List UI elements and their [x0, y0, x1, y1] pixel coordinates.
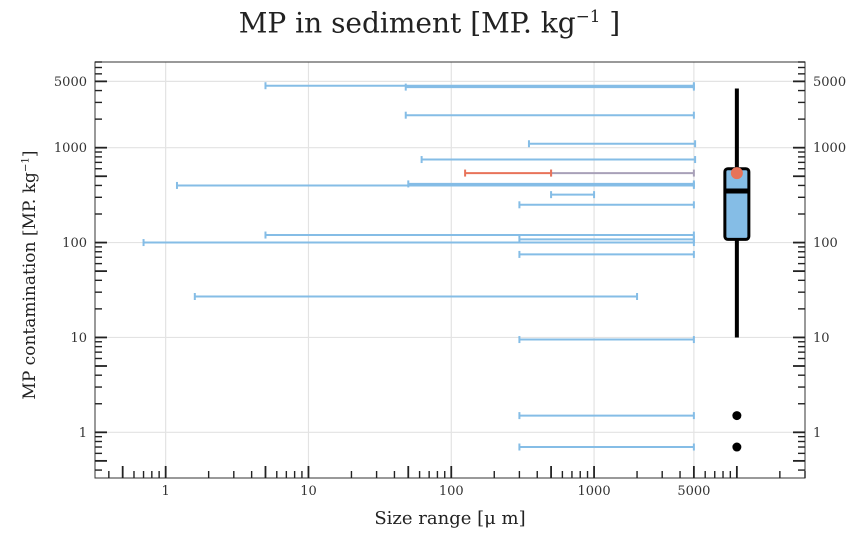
x-axis-label: Size range [μ m]	[374, 508, 526, 529]
y-tick-label-right: 1000	[813, 141, 846, 156]
y-tick-label-right: 1	[813, 426, 821, 441]
highlight-point	[730, 167, 743, 180]
x-tick-label: 100	[439, 484, 464, 499]
x-tick-label: 1000	[578, 484, 611, 499]
y-tick-label-right: 10	[813, 331, 830, 346]
y-tick-label-left: 1	[79, 426, 87, 441]
boxplot-outlier	[732, 442, 742, 452]
boxplot-outlier	[732, 411, 742, 421]
y-tick-label-right: 100	[813, 236, 838, 251]
y-tick-label-left: 5000	[54, 75, 87, 90]
x-tick-label: 1	[162, 484, 170, 499]
x-tick-label: 10	[300, 484, 317, 499]
y-tick-label-right: 5000	[813, 75, 846, 90]
x-tick-label: 5000	[677, 484, 710, 499]
y-tick-label-left: 10	[70, 331, 87, 346]
y-tick-label-left: 100	[62, 236, 87, 251]
plot-border	[94, 61, 806, 479]
plot-panel	[95, 62, 805, 478]
boxplot-box	[723, 167, 751, 241]
chart-title: MP in sediment [MP. kg−1 ]	[238, 6, 621, 40]
y-tick-label-left: 1000	[54, 141, 87, 156]
